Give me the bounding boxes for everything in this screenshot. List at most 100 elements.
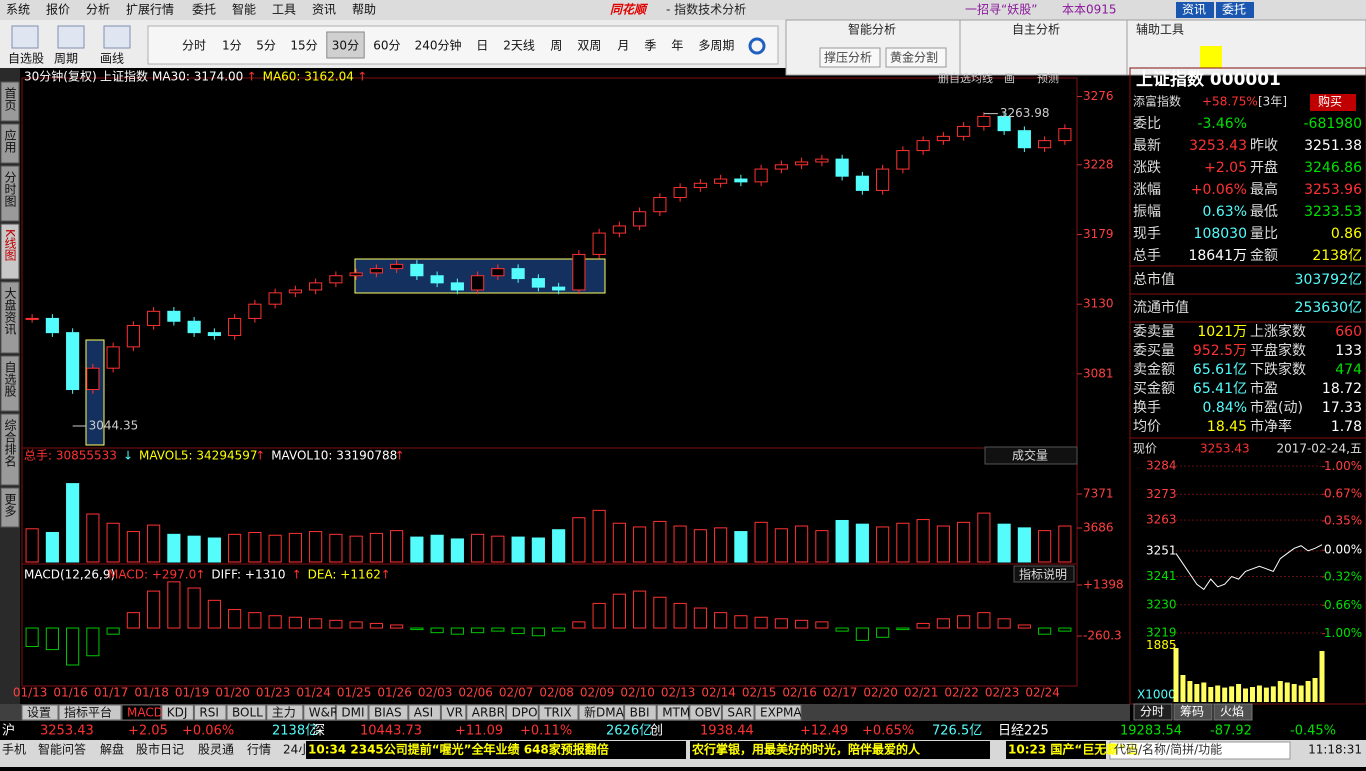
panel-button-label[interactable]: 黄金分割 xyxy=(890,50,938,65)
menu-item[interactable]: 委托 xyxy=(192,3,216,17)
indicator-tab-label[interactable]: BIAS xyxy=(374,706,402,720)
period-button[interactable]: 15分 xyxy=(290,39,317,53)
menu-item[interactable]: 资讯 xyxy=(312,3,336,17)
indicator-tab[interactable] xyxy=(689,704,722,721)
indicator-tab-label[interactable]: TRIX xyxy=(543,706,571,720)
top-button[interactable] xyxy=(1176,2,1214,18)
sidebar-tab[interactable] xyxy=(0,165,20,222)
indicator-tab-label[interactable]: RSI xyxy=(199,706,219,720)
footer-link[interactable]: 行情 xyxy=(247,743,271,757)
period-button[interactable]: 多周期 xyxy=(698,39,734,53)
chart-button[interactable]: 均线 xyxy=(971,71,993,85)
sidebar-tab[interactable] xyxy=(0,413,20,486)
news-ticker[interactable]: 10:23 国产“巨无霸”出 xyxy=(1008,742,1138,757)
footer-link[interactable]: 股灵通 xyxy=(198,743,234,757)
chart-button[interactable]: 预测 xyxy=(1037,72,1059,85)
indicator-tab[interactable] xyxy=(21,704,59,721)
period-button[interactable]: 240分钟 xyxy=(415,38,462,53)
indicator-tab[interactable] xyxy=(656,704,690,721)
indicator-tab[interactable] xyxy=(335,704,369,721)
indicator-tab[interactable] xyxy=(754,704,802,721)
period-button[interactable]: 分时 xyxy=(182,39,206,53)
indicator-tab[interactable] xyxy=(624,704,657,721)
indicator-tab-label[interactable]: ASI xyxy=(414,706,433,720)
indicator-tab-label[interactable]: MACD xyxy=(127,706,163,720)
indicator-tab[interactable] xyxy=(466,704,507,721)
mini-tab-label[interactable]: 分时 xyxy=(1140,705,1164,719)
buy-button-label[interactable]: 购买 xyxy=(1318,94,1342,109)
indicator-tab[interactable] xyxy=(721,704,755,721)
indicator-help-label[interactable]: 指标说明 xyxy=(1019,567,1067,582)
mini-tab-label[interactable]: 筹码 xyxy=(1180,705,1204,719)
indicator-tab[interactable] xyxy=(440,704,467,721)
indicator-tab[interactable] xyxy=(578,704,625,721)
mini-tab[interactable] xyxy=(1173,703,1213,721)
period-button[interactable]: 季 xyxy=(644,39,656,53)
color-swatch[interactable] xyxy=(1200,46,1222,68)
sidebar-tab[interactable] xyxy=(0,487,20,528)
menu-item[interactable]: 帮助 xyxy=(352,3,376,17)
sidebar-tab-label[interactable]: 综合排名 xyxy=(3,419,17,467)
period-button[interactable]: 1分 xyxy=(222,39,242,53)
search-placeholder[interactable]: 代码/名称/简拼/功能 xyxy=(1114,742,1222,757)
sidebar-tab[interactable] xyxy=(0,223,20,280)
sidebar-tab-label[interactable]: 应用 xyxy=(3,128,17,154)
mini-tab[interactable] xyxy=(1133,703,1173,721)
tool-label[interactable]: 自选股 xyxy=(8,52,44,66)
period-button[interactable]: 30分 xyxy=(332,39,359,53)
footer-link[interactable]: 手机 xyxy=(2,743,26,757)
indicator-tab-label[interactable]: KDJ xyxy=(167,706,188,720)
panel-button[interactable] xyxy=(885,47,947,68)
sidebar-tab[interactable] xyxy=(0,81,20,122)
sidebar-tab-label[interactable]: 自选股 xyxy=(3,361,17,398)
indicator-tab-label[interactable]: VR xyxy=(446,706,463,720)
chart-button[interactable]: 画 xyxy=(1004,72,1015,85)
tool-label[interactable]: 画线 xyxy=(100,52,124,66)
buy-button[interactable] xyxy=(1310,94,1356,111)
menu-item[interactable]: 工具 xyxy=(272,3,296,17)
menu-item[interactable]: 报价 xyxy=(46,2,70,17)
promo-link[interactable]: 一招寻“妖股” xyxy=(965,3,1037,17)
indicator-tab[interactable] xyxy=(368,704,409,721)
period-button[interactable]: 双周 xyxy=(577,39,601,53)
period-button[interactable]: 周 xyxy=(550,39,562,53)
sidebar-tab[interactable] xyxy=(0,355,20,412)
period-button[interactable]: 60分 xyxy=(373,39,400,53)
tool-icon[interactable] xyxy=(103,25,131,49)
indicator-tab-label[interactable]: OBV xyxy=(695,706,721,720)
sidebar-tab[interactable] xyxy=(0,123,20,164)
indicator-tab[interactable] xyxy=(58,704,122,721)
tool-label[interactable]: 周期 xyxy=(54,52,78,66)
indicator-tab[interactable] xyxy=(161,704,194,721)
menu-item[interactable]: 扩展行情 xyxy=(126,3,174,17)
sidebar-tab-label[interactable]: 更多 xyxy=(3,493,17,518)
indicator-tab-label[interactable]: EXPMA xyxy=(760,706,802,720)
menu-item[interactable]: 分析 xyxy=(86,3,110,17)
indicator-tab-label[interactable]: BBI xyxy=(630,706,650,720)
sidebar-tab-label[interactable]: K线图 xyxy=(3,229,17,261)
tool-icon[interactable] xyxy=(57,25,85,49)
indicator-tab[interactable] xyxy=(408,704,441,721)
dropdown[interactable] xyxy=(984,446,1078,465)
menu-item[interactable]: 智能 xyxy=(232,2,256,17)
search-box[interactable] xyxy=(1109,741,1291,760)
indicator-tab-label[interactable]: MTM xyxy=(662,706,690,720)
tool-icon[interactable] xyxy=(11,25,39,49)
sidebar-tab-label[interactable]: 分时图 xyxy=(3,171,17,207)
dropdown-label[interactable]: 成交量 xyxy=(1012,448,1048,463)
indicator-tab-label[interactable]: 设置 xyxy=(27,706,51,720)
top-button[interactable] xyxy=(1216,2,1254,18)
indicator-help[interactable] xyxy=(1013,565,1075,583)
indicator-tab-label[interactable]: DPO xyxy=(512,706,538,720)
indicator-tab-label[interactable]: DMI xyxy=(341,706,364,720)
indicator-tab-label[interactable]: ARBR xyxy=(472,706,505,720)
period-button[interactable]: 月 xyxy=(617,39,629,53)
indicator-tab-label[interactable]: 主力 xyxy=(272,706,296,720)
indicator-tab[interactable] xyxy=(303,704,336,721)
news-ticker[interactable]: 农行掌银，用最美好的时光，陪伴最爱的人 xyxy=(691,742,921,757)
period-button[interactable]: 年 xyxy=(671,39,683,53)
indicator-tab-label[interactable]: SAR xyxy=(727,706,751,720)
chart-button[interactable]: 删自选 xyxy=(938,72,971,85)
indicator-tab[interactable] xyxy=(193,704,227,721)
indicator-tab-label[interactable]: 新DMA xyxy=(584,705,625,720)
